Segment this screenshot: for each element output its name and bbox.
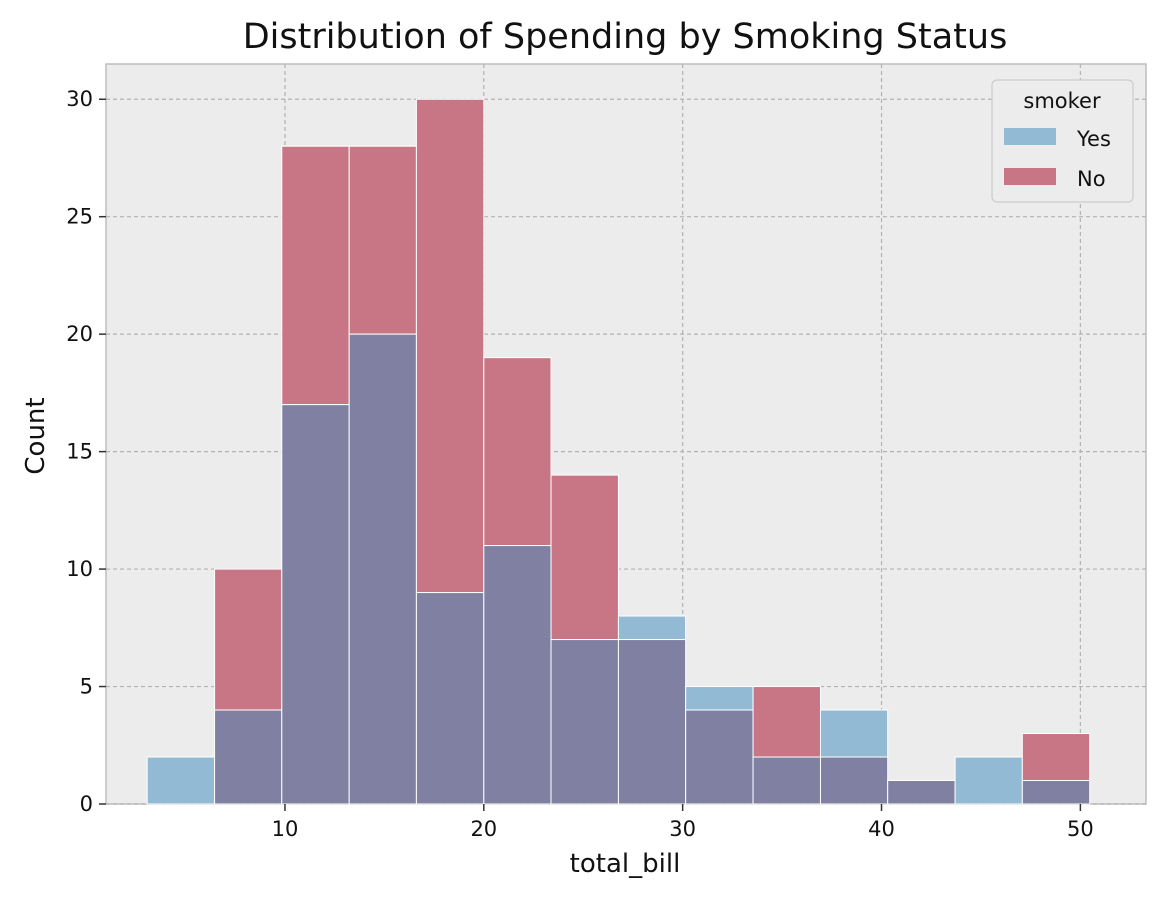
bar-overlap: [887, 780, 956, 805]
x-tick-label: 10: [272, 817, 299, 841]
x-tick-label: 30: [669, 817, 696, 841]
legend-swatch-no: [1004, 168, 1056, 185]
bar-no: [415, 98, 485, 594]
bar-overlap: [617, 639, 687, 805]
bar-overlap: [685, 709, 754, 805]
y-tick-label: 20: [66, 322, 93, 346]
bar-overlap: [483, 545, 552, 805]
bar-overlap: [819, 756, 889, 805]
legend-swatch-yes: [1004, 128, 1056, 145]
bar-yes: [617, 615, 687, 641]
bar-no: [1021, 733, 1091, 782]
bar-overlap: [550, 639, 619, 805]
y-tick-label: 30: [66, 87, 93, 111]
y-tick-label: 5: [80, 675, 93, 699]
x-tick-label: 40: [868, 817, 895, 841]
legend-label-yes: Yes: [1076, 127, 1111, 151]
bar-overlap: [752, 756, 821, 805]
bar-no: [348, 145, 417, 335]
legend: smoker Yes No: [991, 79, 1134, 203]
bar-no: [483, 357, 552, 547]
axis-ticks: 10 20 30 40 50 0 5 10 15 20 25 30: [66, 87, 1093, 841]
x-axis-label: total_bill: [570, 849, 681, 879]
bar-overlap: [1021, 780, 1091, 805]
bar-overlap: [214, 709, 283, 805]
bar-yes: [819, 709, 889, 758]
y-tick-label: 0: [80, 792, 93, 816]
bar-yes: [685, 686, 754, 711]
bar-overlap: [348, 333, 417, 805]
bar-no: [752, 686, 821, 758]
bar-overlap: [415, 592, 485, 805]
y-tick-label: 15: [66, 440, 93, 464]
y-tick-label: 25: [66, 205, 93, 229]
histogram-bars: [146, 98, 1091, 805]
legend-title: smoker: [1023, 89, 1101, 113]
y-axis-label: Count: [21, 397, 51, 474]
bar-overlap: [281, 404, 350, 805]
bar-yes: [954, 756, 1023, 805]
chart-title: Distribution of Spending by Smoking Stat…: [243, 17, 1008, 57]
bar-no: [550, 474, 619, 641]
x-tick-label: 50: [1067, 817, 1094, 841]
bar-no: [214, 568, 283, 711]
legend-label-no: No: [1077, 167, 1106, 191]
bar-no: [281, 145, 350, 406]
y-tick-label: 10: [66, 557, 93, 581]
x-tick-label: 20: [470, 817, 497, 841]
bar-yes: [146, 756, 216, 805]
